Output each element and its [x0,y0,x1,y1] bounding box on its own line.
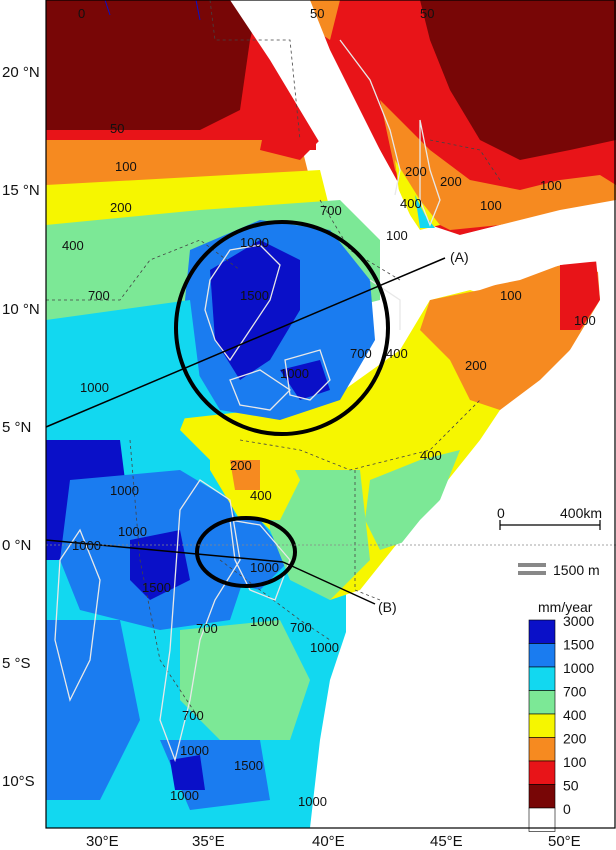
legend-swatch [528,807,556,832]
contour-label: 1000 [72,538,101,553]
contour-label: 400 [62,238,84,253]
contour-label: 700 [290,620,312,635]
contour-label: 700 [182,708,204,723]
contour-label: 100 [480,198,502,213]
country-borders [46,0,501,721]
transect-line-a [45,257,446,428]
lon-tick-label: 40°E [312,833,345,850]
legend-swatches: 3000 1500 1000 700 400 200 100 50 0 [528,613,594,832]
annotation-a: (A) [450,249,469,265]
longitude-axis: 30°E 35°E 40°E 45°E 50°E [86,833,581,850]
contour-label: 1000 [170,788,199,803]
scale-bar-end: 400km [560,505,602,521]
legend-swatch [528,619,556,644]
lat-tick-label: 20 °N [2,64,40,81]
contour-label: 700 [88,288,110,303]
contour-label: 1500 [234,758,263,773]
contour-label: 1000 [298,794,327,809]
map-frame [45,0,616,829]
contour-label: 1000 [80,380,109,395]
lon-tick-label: 30°E [86,833,119,850]
contour-label: 1000 [110,483,139,498]
contour-label: 700 [350,346,372,361]
legend-label: 700 [563,684,587,700]
legend-swatch [528,643,556,668]
lon-tick-label: 45°E [430,833,463,850]
scale-bar-start: 0 [497,505,505,521]
legend-label: 0 [563,801,571,817]
contour-label: 400 [420,448,442,463]
contour-label: 200 [110,200,132,215]
contour-label: 200 [405,164,427,179]
elevation-contours [54,39,441,763]
scale-bar: 0 400km [497,505,602,530]
annotation-b: (B) [378,599,397,615]
contour-label: 1000 [310,640,339,655]
elevation-legend-label: 1500 m [553,562,600,578]
contour-label: 1500 [240,288,269,303]
legend-label: 50 [563,778,579,794]
lat-tick-label: 0 °N [2,537,31,554]
transect-line-b [45,539,284,563]
lat-tick-label: 5 °N [2,419,31,436]
legend-label: 400 [563,707,587,723]
contour-label: 0 [78,6,85,21]
contour-label: 400 [386,346,408,361]
contour-label: 50 [110,121,124,136]
color-legend: mm/year 3000 1500 1000 700 400 200 100 50 0 [528,599,594,832]
contour-label: 100 [115,159,137,174]
legend-label: 200 [563,731,587,747]
contour-label: 400 [250,488,272,503]
contour-label: 200 [230,458,252,473]
contour-label: 1000 [250,560,279,575]
contour-labels: 0 50 100 200 400 700 1000 1500 1000 1000… [62,6,596,809]
lon-tick-label: 50°E [548,833,581,850]
rivers [104,0,201,21]
lon-tick-label: 35°E [192,833,225,850]
legend-label: 1000 [563,660,594,676]
legend-swatch [528,690,556,715]
legend-label: 3000 [563,613,594,629]
lat-tick-label: 10 °N [2,301,40,318]
elevation-legend: 1500 m [518,562,600,578]
lat-tick-label: 10°S [2,773,35,790]
contour-label: 1000 [180,743,209,758]
contour-label: 50 [420,6,434,21]
contour-label: 100 [574,313,596,328]
lat-tick-label: 15 °N [2,182,40,199]
contour-label: 200 [465,358,487,373]
contour-label: 700 [196,621,218,636]
legend-swatch [528,737,556,762]
contour-label: 1500 [142,580,171,595]
contour-label: 50 [310,6,324,21]
legend-title: mm/year [538,599,593,615]
contour-label: 100 [386,228,408,243]
highlight-circle-a [174,220,390,436]
legend-label: 100 [563,754,587,770]
contour-label: 1000 [240,235,269,250]
contour-label: 100 [500,288,522,303]
highlight-circle-b [195,516,297,588]
lat-tick-label: 5 °S [2,655,31,672]
contour-label: 1000 [250,614,279,629]
contour-label: 1000 [280,366,309,381]
transect-line-b-end [282,561,376,605]
contour-label: 400 [400,196,422,211]
contour-label: 1000 [118,524,147,539]
legend-swatch [528,784,556,809]
legend-swatch [528,713,556,738]
legend-swatch [528,666,556,691]
contour-label: 200 [440,174,462,189]
legend-swatch [528,760,556,785]
contour-label: 100 [540,178,562,193]
contour-label: 700 [320,203,342,218]
legend-label: 1500 [563,637,594,653]
latitude-axis: 20 °N 15 °N 10 °N 5 °N 0 °N 5 °S 10°S [2,64,40,790]
